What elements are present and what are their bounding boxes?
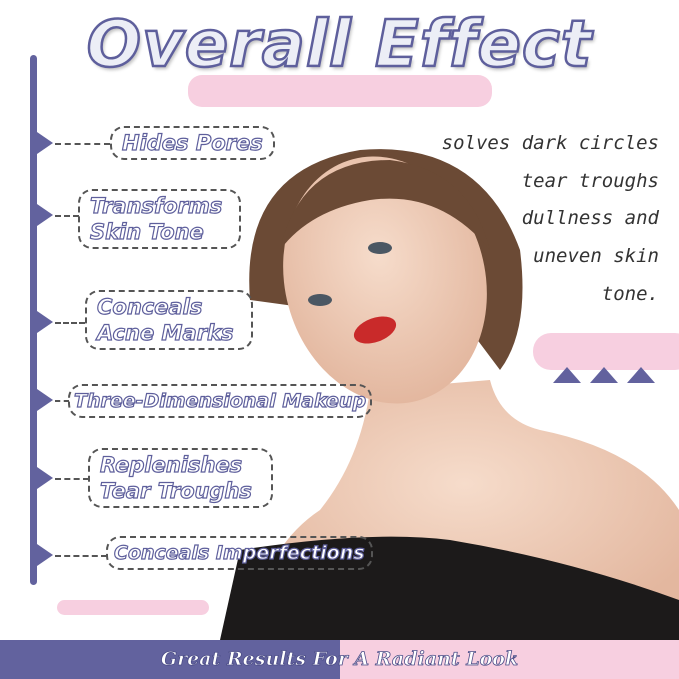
connector-dash xyxy=(55,215,79,217)
pointer-triangle-icon xyxy=(37,467,53,489)
pointer-triangle-icon xyxy=(37,389,53,411)
bottom-bar-left xyxy=(0,640,340,679)
feature-label: Three-Dimensional Makeup xyxy=(68,384,373,418)
pointer-triangle-icon xyxy=(37,132,53,154)
triangle-up-icon xyxy=(553,367,581,383)
bottom-bar-right xyxy=(340,640,679,679)
connector-dash xyxy=(55,143,110,145)
page-title: Overall Effect xyxy=(85,7,593,84)
feature-label: Transforms Skin Tone xyxy=(78,189,241,249)
feature-label: Conceals Imperfections xyxy=(106,536,373,570)
decor-pill xyxy=(533,333,679,370)
feature-label: Replenishes Tear Troughs xyxy=(88,448,273,508)
connector-dash xyxy=(55,555,107,557)
triangle-up-icon xyxy=(627,367,655,383)
model-photo xyxy=(220,149,679,640)
triangle-up-icon xyxy=(590,367,618,383)
connector-dash xyxy=(55,322,85,324)
pointer-triangle-icon xyxy=(37,311,53,333)
pointer-triangle-icon xyxy=(37,204,53,226)
tagline: Great Results For A Radiant Look xyxy=(160,648,519,671)
decor-pill xyxy=(57,600,209,615)
benefit-line: solves dark circles xyxy=(441,132,659,154)
benefit-line: tone. xyxy=(601,283,659,305)
feature-label: Hides Pores xyxy=(110,126,275,160)
feature-label-text: Conceals Acne Marks xyxy=(96,294,234,345)
benefit-line: uneven skin xyxy=(533,245,659,267)
connector-dash xyxy=(55,478,89,480)
timeline-line xyxy=(30,55,37,585)
title-underline-pill xyxy=(188,75,492,107)
feature-label: Conceals Acne Marks xyxy=(85,290,253,350)
connector-dash xyxy=(55,400,69,402)
benefit-line: dullness and xyxy=(521,207,659,229)
feature-label-text: Replenishes Tear Troughs xyxy=(99,452,252,503)
benefit-line: tear troughs xyxy=(521,170,659,192)
pointer-triangle-icon xyxy=(37,544,53,566)
feature-label-text: Transforms Skin Tone xyxy=(89,193,223,244)
